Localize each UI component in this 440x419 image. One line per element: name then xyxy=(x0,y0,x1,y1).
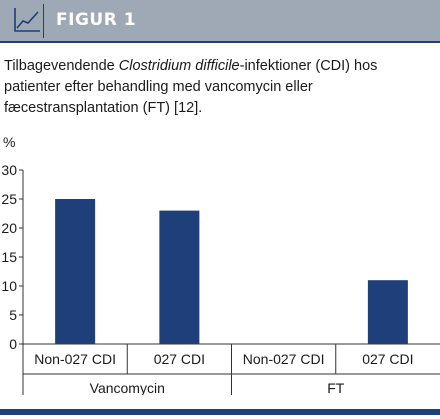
y-tick-label: 5 xyxy=(9,307,17,323)
x-category-label: Non-027 CDI xyxy=(243,351,325,367)
x-category-label: 027 CDI xyxy=(154,351,205,367)
x-category-label: Non-027 CDI xyxy=(34,351,116,367)
x-group-label: Vancomycin xyxy=(90,380,165,395)
y-tick-label: 10 xyxy=(1,278,17,294)
figure-caption: Tilbagevendende Clostridium difficile-in… xyxy=(4,56,436,119)
caption-organism-name: Clostridium difficile xyxy=(118,58,240,74)
bar-chart: % 0 5 10 15 20 25 30 Non-027 CDI 027 CDI Vancomyci… xyxy=(1,134,440,395)
y-tick-label: 0 xyxy=(9,336,17,352)
x-category-label: 027 CDI xyxy=(362,351,413,367)
y-tick-label: 15 xyxy=(1,249,17,265)
caption-text-start: Tilbagevendende xyxy=(4,58,119,74)
y-axis-label: % xyxy=(3,134,15,150)
bar-vancomycin-non-027 xyxy=(55,199,96,344)
figure-label: FIGUR 1 xyxy=(56,10,137,30)
caption-text-end: -infektioner (CDI) hos patienter efter b… xyxy=(4,58,378,116)
figure-header: FIGUR 1 xyxy=(0,0,440,43)
y-tick-label: 25 xyxy=(1,191,17,207)
y-tick-label: 30 xyxy=(1,162,17,178)
bar-vancomycin-027 xyxy=(159,210,200,344)
x-group-label: FT xyxy=(327,380,345,395)
line-chart-icon xyxy=(10,4,44,38)
y-tick-label: 20 xyxy=(1,220,17,236)
bar-ft-027 xyxy=(367,280,408,344)
footer-bar xyxy=(0,409,440,415)
